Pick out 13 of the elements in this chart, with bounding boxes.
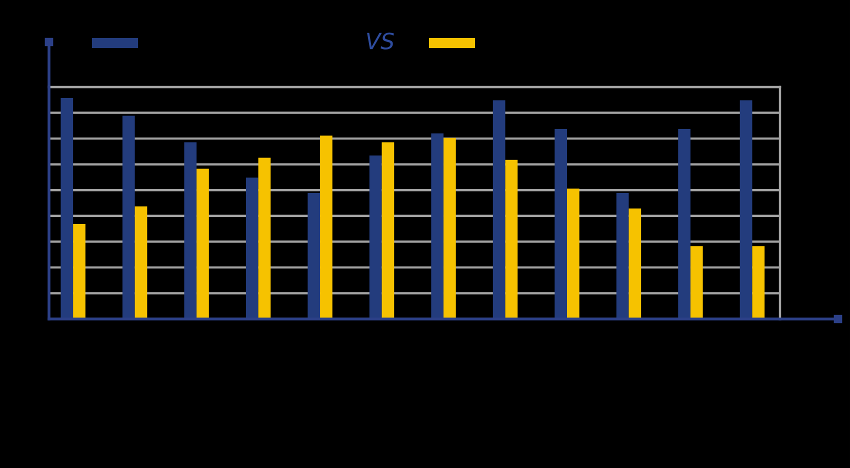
bar bbox=[690, 246, 703, 319]
bar bbox=[258, 158, 271, 319]
bar bbox=[444, 138, 456, 319]
chart-title: VS bbox=[367, 32, 394, 50]
bar bbox=[752, 246, 765, 319]
bar bbox=[566, 188, 580, 319]
bar bbox=[73, 224, 86, 319]
bar bbox=[134, 206, 148, 319]
bar bbox=[196, 168, 209, 319]
bar bbox=[628, 208, 642, 319]
bar bbox=[382, 142, 394, 319]
bar bbox=[505, 160, 518, 319]
bar bbox=[320, 136, 332, 319]
